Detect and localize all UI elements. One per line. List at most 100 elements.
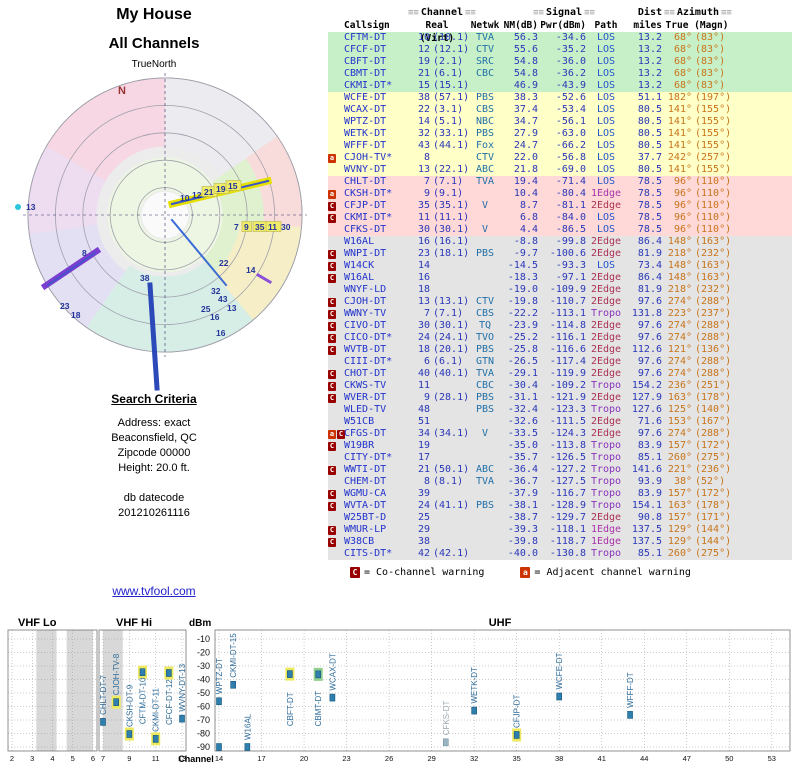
callsign-link[interactable]: CBFT-DT [344,56,387,67]
y-tick-label: -90 [197,742,210,752]
azimuth-magnetic: (163°) [695,272,732,283]
table-row: CBMT-DT 21 (6.1) CBC 54.8 -36.2 LOS 13.2 68° (83°… [328,68,792,80]
callsign-link[interactable]: WVTB-DT [344,344,387,355]
distance-miles: 13.2 [637,80,662,91]
callsign-link[interactable]: WNYF-LD [344,284,387,295]
callsign-link[interactable]: W19BR [344,440,375,451]
callsign-link[interactable]: WETK-DT [344,128,387,139]
callsign-link[interactable]: CICO-DT* [344,332,393,343]
callsign-link[interactable]: WLED-TV [344,404,387,415]
channel-real: 10 [417,32,430,43]
warning-badges: C [328,536,344,548]
azimuth-true: 141° [667,116,692,127]
callsign-link[interactable]: CKSH-DT* [344,188,393,199]
co-channel-badge: C [328,526,336,535]
callsign-link[interactable]: WCAX-DT [344,104,387,115]
callsign-link[interactable]: CITY-DT* [344,452,393,463]
callsign-link[interactable]: CHOT-DT [344,368,387,379]
azimuth-magnetic: (52°) [695,476,726,487]
channel-virtual [430,512,468,524]
callsign-link[interactable]: WMUR-LP [344,524,387,535]
radar-sector [213,221,302,320]
y-tick-label: -40 [197,675,210,685]
callsign-link[interactable]: CFCF-DT [344,44,387,55]
station-marker [287,670,293,678]
callsign-link[interactable]: WPTZ-DT [344,116,387,127]
band-label: UHF [489,617,512,629]
azimuth-magnetic: (288°) [695,356,732,367]
callsign-link[interactable]: CHEM-DT [344,476,387,487]
table-body: CFTM-DT 10 (10.1) TVA 56.3 -34.6 LOS 13.2 68° (83… [328,32,792,560]
station-label: WVNY-DT-13 [178,663,187,711]
distance-miles: 83.9 [637,440,662,451]
azimuth-true: 182° [667,92,692,103]
noise-margin: -19.8 [507,296,538,307]
adjacent-channel-badge: a [520,567,531,578]
channel-virtual: (18.1) [433,248,470,259]
azimuth-true: 68° [673,80,692,91]
callsign-link[interactable]: WVNY-DT [344,164,387,175]
callsign-link[interactable]: CFTM-DT [344,32,387,43]
distance-miles: 80.5 [637,116,662,127]
callsign-link[interactable]: CITS-DT* [344,548,393,559]
warning-badges: C [328,392,344,404]
table-row: W51CB 51 -32.6 -111.5 2Edge 71.6 153° (167°) [328,416,792,428]
channel-virtual: (6.1) [433,68,464,79]
warning-badges: C [328,368,344,380]
co-channel-badge: C [328,310,336,319]
radar-bearing-line [147,282,160,391]
radar-channel-marker: 7 [234,222,239,232]
power: -81.1 [555,200,586,211]
power: -124.3 [549,428,586,439]
callsign-link[interactable]: CIII-DT* [344,356,393,367]
callsign-link[interactable]: WWTI-DT [344,464,387,475]
y-tick-label: -70 [197,715,210,725]
col-header-nm: NM(dB) [503,20,538,31]
channel-virtual: (35.1) [433,200,470,211]
power: -127.5 [549,476,586,487]
warning-badges: C [328,248,344,260]
callsign-link[interactable]: CHLT-DT [344,176,387,187]
callsign-link[interactable]: CJOH-TV* [344,152,393,163]
table-row: C WVTA-DT 24 (41.1) PBS -38.1 -128.9 Tropo 154.1… [328,500,792,512]
noise-margin: 54.8 [513,68,538,79]
callsign-link[interactable]: WGMU-CA [344,488,387,499]
callsign-link[interactable]: WCFE-DT [344,92,387,103]
tvfool-link[interactable]: www.tvfool.com [112,584,196,598]
callsign-link[interactable]: CFGS-DT [344,428,387,439]
callsign-link[interactable]: WVER-DT [344,392,387,403]
noise-margin: -32.6 [507,416,538,427]
warning-badges: C [328,500,344,512]
azimuth-magnetic: (257°) [695,152,732,163]
azimuth-magnetic: (288°) [695,296,732,307]
callsign-link[interactable]: CFJP-DT [344,200,387,211]
callsign-link[interactable]: CKMI-DT* [344,80,393,91]
callsign-link[interactable]: CIVO-DT [344,320,387,331]
azimuth-magnetic: (237°) [695,308,732,319]
callsign-link[interactable]: WWNY-TV [344,308,387,319]
azimuth-true: 125° [667,404,692,415]
callsign-link[interactable]: W14CK [344,260,375,271]
callsign-link[interactable]: W16AL [344,236,375,247]
callsign-link[interactable]: WFFF-DT [344,140,387,151]
callsign-link[interactable]: W51CB [344,416,375,427]
callsign-link[interactable]: CKWS-TV [344,380,387,391]
path: LOS [596,152,616,163]
callsign-link[interactable]: W25BT-D [344,512,387,523]
azimuth-true: 141° [667,164,692,175]
callsign-link[interactable]: W38CB [344,536,375,547]
callsign-link[interactable]: WNPI-DT [344,248,387,259]
channel-real: 24 [417,500,430,511]
callsign-link[interactable]: WVTA-DT [344,500,387,511]
station-label: WCAX-DT [328,653,337,690]
azimuth-magnetic: (83°) [695,80,726,91]
callsign-link[interactable]: CJOH-DT [344,296,387,307]
table-row: CBFT-DT 19 (2.1) SRC 54.8 -36.0 LOS 13.2 68° (83°… [328,56,792,68]
callsign-link[interactable]: CFKS-DT [344,224,387,235]
col-header-pwr: Pwr(dBm) [540,20,586,31]
azimuth-true: 274° [667,368,692,379]
callsign-link[interactable]: W16AL [344,272,375,283]
callsign-link[interactable]: CKMI-DT* [344,212,393,223]
callsign-link[interactable]: CBMT-DT [344,68,387,79]
power: -118.7 [549,536,586,547]
